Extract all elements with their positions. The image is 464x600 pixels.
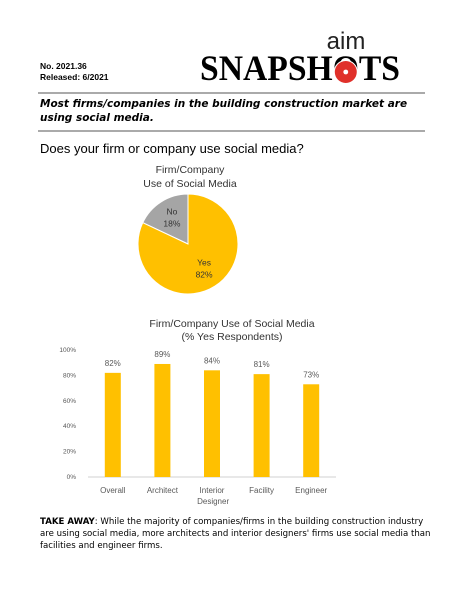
x-tick-label: Interior Designer (195, 486, 230, 506)
y-tick-label: 60% (63, 398, 76, 405)
pie-slice (142, 193, 189, 245)
chart-title: Firm/Company (156, 164, 226, 176)
logo-dot (343, 69, 349, 75)
slice-category: Yes (197, 257, 211, 267)
takeaway: TAKE AWAY: While the majority of compani… (40, 516, 432, 552)
takeaway-label: TAKE AWAY (40, 517, 95, 527)
y-tick-label: 0% (67, 474, 77, 481)
y-tick-label: 20% (63, 449, 76, 456)
slice-category: No (166, 207, 177, 217)
chart-title: Use of Social Media (143, 178, 237, 190)
bar-label: 89% (154, 350, 170, 359)
bar (154, 363, 171, 477)
pie-slice (137, 193, 239, 295)
chart-title: Firm/Company Use of Social Media (149, 318, 314, 330)
takeaway-text: : While the majority of companies/firms … (40, 517, 431, 551)
chart-title: (% Yes Respondents) (182, 331, 283, 343)
x-tick-label: Facility (249, 486, 274, 495)
bar (253, 374, 270, 477)
bar-label: 81% (254, 360, 270, 369)
question: Does your firm or company use social med… (40, 141, 304, 156)
logo-small: aim (327, 28, 366, 55)
y-tick-label: 80% (63, 372, 76, 379)
x-tick-label: Overall (100, 486, 126, 495)
report-number: No. 2021.36 (40, 61, 87, 71)
y-tick-label: 40% (63, 423, 76, 430)
bar (104, 372, 121, 477)
slice-label: 18% (163, 219, 180, 229)
bar (303, 384, 320, 477)
x-tick-label: Architect (147, 486, 179, 495)
logo-main: SNAPSHOTS (200, 48, 400, 88)
headline: Most firms/companies in the building con… (40, 98, 408, 124)
slice-label: 82% (196, 269, 213, 279)
x-tick-label: Engineer (295, 486, 327, 495)
bar-label: 82% (105, 359, 121, 368)
release-date: Released: 6/2021 (40, 72, 109, 82)
bar-label: 84% (204, 356, 220, 365)
y-tick-label: 100% (59, 347, 76, 354)
bar (204, 370, 220, 477)
bar-label: 73% (303, 370, 319, 379)
